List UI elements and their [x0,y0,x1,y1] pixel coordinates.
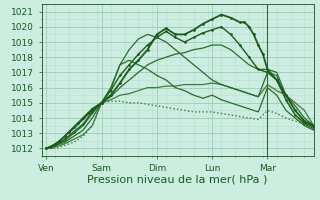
X-axis label: Pression niveau de la mer( hPa ): Pression niveau de la mer( hPa ) [87,174,268,184]
